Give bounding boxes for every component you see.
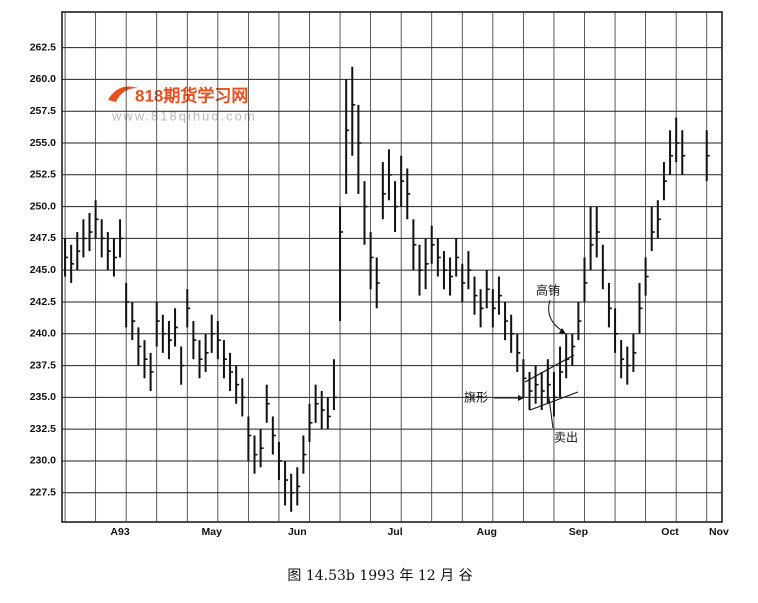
- arrow: [548, 397, 554, 429]
- y-tick-label: 240.0: [30, 328, 56, 340]
- y-tick-label: 235.0: [30, 391, 56, 403]
- annotation: 卖出: [554, 431, 578, 445]
- watermark-logo: [108, 86, 138, 102]
- watermark-url: www.818qihuo.com: [111, 108, 257, 123]
- x-tick-label: Sep: [569, 526, 588, 538]
- x-tick-label: May: [202, 526, 223, 538]
- watermark: 818期货学习网 www.818qihuo.com: [108, 85, 257, 123]
- y-tick-label: 230.0: [30, 455, 56, 467]
- x-tick-label: Oct: [661, 526, 679, 538]
- x-tick-label: A93: [110, 526, 129, 538]
- x-tick-label: Jun: [288, 526, 307, 538]
- arrow: [548, 299, 565, 333]
- annotation: 高铕: [536, 283, 560, 298]
- x-tick-label: Jul: [387, 526, 402, 538]
- y-tick-label: 227.5: [30, 487, 56, 499]
- watermark-title: 818期货学习网: [135, 85, 248, 105]
- y-tick-label: 257.5: [30, 105, 56, 117]
- y-tick-label: 250.0: [30, 200, 56, 212]
- y-tick-label: 237.5: [30, 359, 56, 371]
- y-tick-label: 255.0: [30, 137, 56, 149]
- arrow-head: [559, 328, 566, 334]
- y-tick-label: 245.0: [30, 264, 56, 276]
- y-tick-label: 262.5: [30, 41, 56, 53]
- y-tick-label: 232.5: [30, 423, 56, 435]
- caption: 图 14.53b 1993 年 12 月 谷: [287, 568, 472, 584]
- y-tick-label: 252.5: [30, 169, 56, 181]
- y-tick-label: 247.5: [30, 232, 56, 244]
- plot-frame: [61, 11, 723, 523]
- x-tick-label: Aug: [477, 526, 497, 538]
- y-tick-label: 260.0: [30, 73, 56, 85]
- x-tick-label: Nov: [709, 526, 729, 538]
- y-tick-label: 242.5: [30, 296, 56, 308]
- arrow-head: [518, 395, 524, 401]
